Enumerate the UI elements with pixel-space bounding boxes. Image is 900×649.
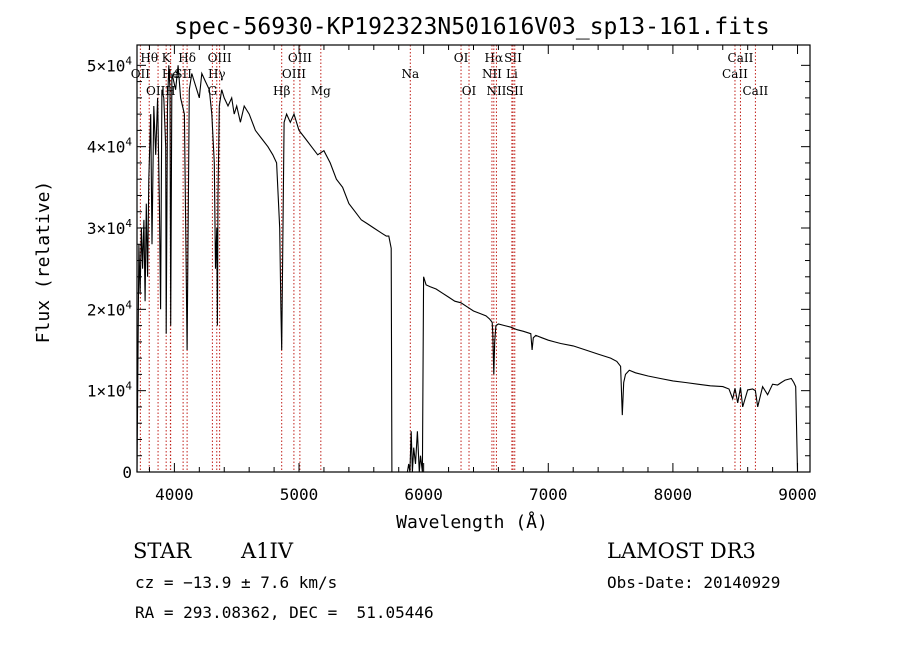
line-label: K <box>162 51 172 65</box>
x-tick-label: 4000 <box>155 485 194 504</box>
survey-name: LAMOST DR3 <box>607 539 756 563</box>
x-axis-label: Wavelength (Å) <box>396 511 548 533</box>
chart-title: spec-56930-KP192323N501616V03_sp13-161.f… <box>174 14 769 40</box>
y-tick-label: 0 <box>122 463 132 482</box>
line-label: SII <box>504 51 522 65</box>
observation-date: Obs-Date: 20140929 <box>607 573 781 592</box>
line-label: Hδ <box>178 51 196 65</box>
x-tick-label: 8000 <box>654 485 693 504</box>
line-label: OI <box>454 51 469 65</box>
x-tick-label: 6000 <box>404 485 443 504</box>
coordinates: RA = 293.08362, DEC = 51.05446 <box>135 603 434 622</box>
y-tick-label: 5×104 <box>87 54 133 75</box>
x-axis: 4000 5000 6000 7000 8000 9000 <box>148 45 817 504</box>
y-axis-label: Flux (relative) <box>33 181 54 344</box>
y-tick-label: 2×104 <box>87 298 133 319</box>
line-label: G <box>208 84 218 98</box>
line-label: OIII <box>288 51 312 65</box>
object-subclass: A1IV <box>241 539 293 563</box>
x-tick-label: 7000 <box>529 485 568 504</box>
y-axis: 0 1×104 2×104 3×104 4×104 5×104 <box>87 54 810 482</box>
object-class: STAR <box>133 539 192 563</box>
line-label: CaII <box>742 84 768 98</box>
line-label: OIII <box>282 67 306 81</box>
y-tick-label: 1×104 <box>87 380 133 401</box>
y-tick-label: 4×104 <box>87 136 133 157</box>
line-label: OI <box>462 84 477 98</box>
y-tick-label: 3×104 <box>87 217 133 238</box>
spectrum-line <box>136 65 799 473</box>
line-label: SII <box>506 84 524 98</box>
line-label: OIII <box>146 84 170 98</box>
line-label: Na <box>401 67 419 81</box>
line-label: NII <box>482 67 502 81</box>
line-label: OIII <box>208 51 232 65</box>
line-label: Hθ <box>140 51 158 65</box>
x-tick-label: 9000 <box>778 485 817 504</box>
line-label: Hα <box>485 51 504 65</box>
line-label: OII <box>131 67 151 81</box>
line-label: Hγ <box>208 67 226 81</box>
line-label: CaII <box>722 67 748 81</box>
line-label: Hβ <box>273 84 290 98</box>
line-label: Mg <box>311 84 331 98</box>
line-label: NII <box>486 84 506 98</box>
line-label: Li <box>506 67 518 81</box>
line-label: CaII <box>728 51 754 65</box>
x-tick-label: 5000 <box>280 485 319 504</box>
redshift-value: cz = −13.9 ± 7.6 km/s <box>135 573 338 592</box>
